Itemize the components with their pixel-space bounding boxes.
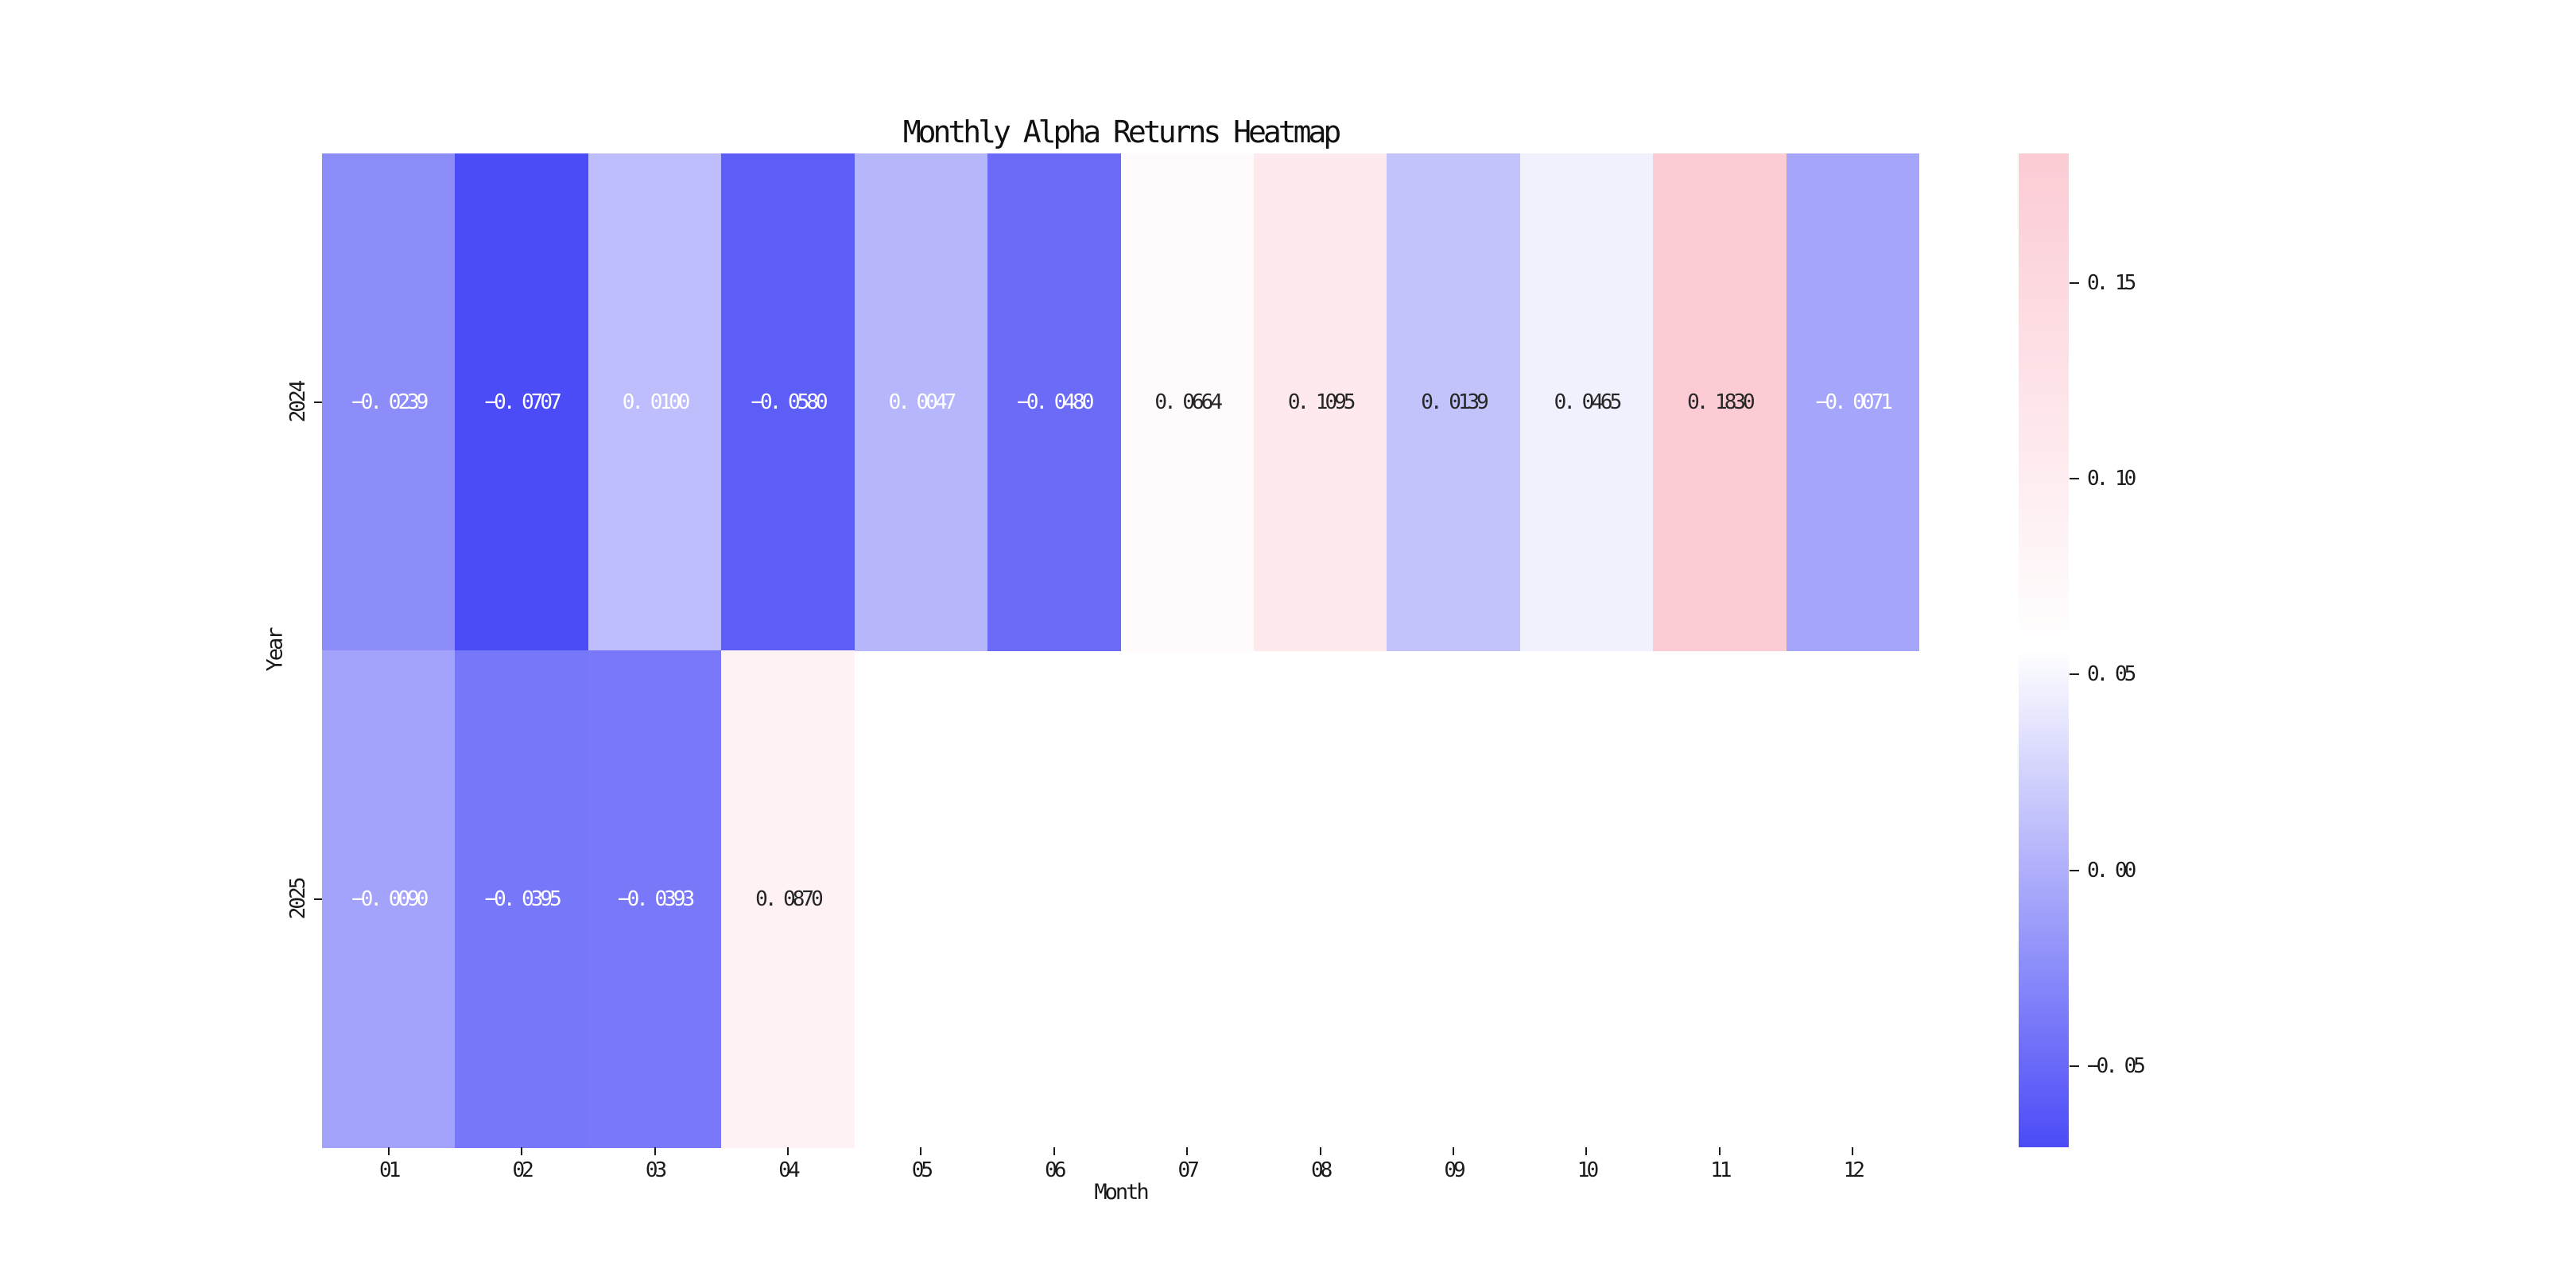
x-tick-label: 06 bbox=[1045, 1158, 1066, 1182]
x-tick-mark bbox=[1453, 1147, 1455, 1155]
x-tick-label: 04 bbox=[778, 1158, 800, 1182]
x-tick-mark bbox=[1186, 1147, 1189, 1155]
y-tick-mark bbox=[314, 401, 322, 403]
colorbar-tick-mark bbox=[2070, 281, 2079, 284]
colorbar-tick-mark bbox=[2070, 673, 2079, 676]
colorbar bbox=[2019, 153, 2069, 1147]
heatmap-cell bbox=[1786, 153, 1920, 651]
x-tick-mark bbox=[1852, 1147, 1854, 1155]
heatmap-cell bbox=[322, 153, 456, 651]
heatmap-cell bbox=[854, 153, 988, 651]
cell-value: −0. 0480 bbox=[1017, 390, 1094, 414]
colorbar-tick-label: 0. 05 bbox=[2087, 662, 2136, 687]
cell-value: 0. 0047 bbox=[888, 390, 957, 414]
x-tick-label: 12 bbox=[1843, 1158, 1865, 1182]
x-tick-mark bbox=[1718, 1147, 1721, 1155]
x-tick-label: 11 bbox=[1710, 1158, 1732, 1182]
colorbar-tick-label: −0. 05 bbox=[2087, 1054, 2146, 1078]
cell-value: 0. 0139 bbox=[1421, 390, 1489, 414]
x-tick-mark bbox=[521, 1147, 523, 1155]
cell-value: 0. 1830 bbox=[1687, 390, 1755, 414]
cell-value: −0. 0239 bbox=[351, 390, 429, 414]
heatmap-cell bbox=[1519, 153, 1654, 651]
cell-value: −0. 0393 bbox=[617, 886, 695, 911]
heatmap-cell bbox=[721, 650, 855, 1148]
colorbar-tick-label: 0. 00 bbox=[2087, 858, 2136, 883]
y-tick-label: 2024 bbox=[286, 382, 310, 422]
x-tick-mark bbox=[920, 1147, 922, 1155]
heatmap-cell bbox=[1253, 153, 1387, 651]
x-tick-mark bbox=[1319, 1147, 1321, 1155]
x-tick-label: 10 bbox=[1577, 1158, 1599, 1182]
x-axis-title: Month bbox=[1094, 1180, 1149, 1205]
y-axis-title: Year bbox=[262, 629, 288, 672]
heatmap-cell bbox=[322, 650, 456, 1148]
x-tick-label: 09 bbox=[1444, 1158, 1465, 1182]
x-tick-label: 02 bbox=[512, 1158, 533, 1182]
heatmap-cell bbox=[588, 153, 722, 651]
cell-value: −0. 0580 bbox=[751, 390, 828, 414]
cell-value: −0. 0071 bbox=[1815, 390, 1893, 414]
chart-title: Monthly Alpha Returns Heatmap bbox=[902, 114, 1341, 149]
cell-value: −0. 0090 bbox=[351, 886, 429, 911]
cell-value: −0. 0395 bbox=[484, 886, 562, 911]
cell-value: 0. 0100 bbox=[622, 390, 691, 414]
heatmap-cell bbox=[588, 650, 722, 1148]
heatmap-axes: −0. 0239 −0. 0707 0. 0100 −0. 0580 0. 0047 −0… bbox=[322, 153, 1920, 1148]
colorbar-tick-mark bbox=[2070, 477, 2079, 479]
y-tick-label: 2025 bbox=[286, 879, 310, 919]
cell-value: −0. 0707 bbox=[484, 390, 562, 414]
cell-value: 0. 1095 bbox=[1287, 390, 1356, 414]
y-tick-mark bbox=[314, 898, 322, 900]
colorbar-tick-mark bbox=[2070, 869, 2079, 871]
heatmap-cell bbox=[455, 650, 589, 1148]
heatmap-cell bbox=[1387, 153, 1521, 651]
x-tick-mark bbox=[1585, 1147, 1588, 1155]
colorbar-tick-label: 0. 10 bbox=[2087, 466, 2136, 491]
x-tick-label: 08 bbox=[1310, 1158, 1333, 1182]
cell-value: 0. 0870 bbox=[755, 886, 824, 911]
cell-value: 0. 0664 bbox=[1154, 390, 1223, 414]
x-tick-mark bbox=[654, 1147, 656, 1155]
cell-value: 0. 0465 bbox=[1554, 390, 1623, 414]
x-tick-label: 01 bbox=[379, 1158, 401, 1182]
colorbar-tick-label: 0. 15 bbox=[2087, 270, 2136, 295]
heatmap-cell bbox=[1653, 153, 1787, 651]
x-tick-label: 07 bbox=[1177, 1158, 1200, 1182]
heatmap-cell bbox=[987, 153, 1121, 651]
x-tick-mark bbox=[786, 1147, 789, 1155]
x-tick-label: 03 bbox=[645, 1158, 667, 1182]
x-tick-label: 05 bbox=[911, 1158, 933, 1182]
heatmap-cell bbox=[721, 153, 855, 651]
colorbar-tick-mark bbox=[2070, 1065, 2079, 1067]
heatmap-cell bbox=[455, 153, 589, 651]
x-tick-mark bbox=[387, 1147, 390, 1155]
x-tick-mark bbox=[1053, 1147, 1055, 1155]
heatmap-cell bbox=[1120, 153, 1255, 651]
